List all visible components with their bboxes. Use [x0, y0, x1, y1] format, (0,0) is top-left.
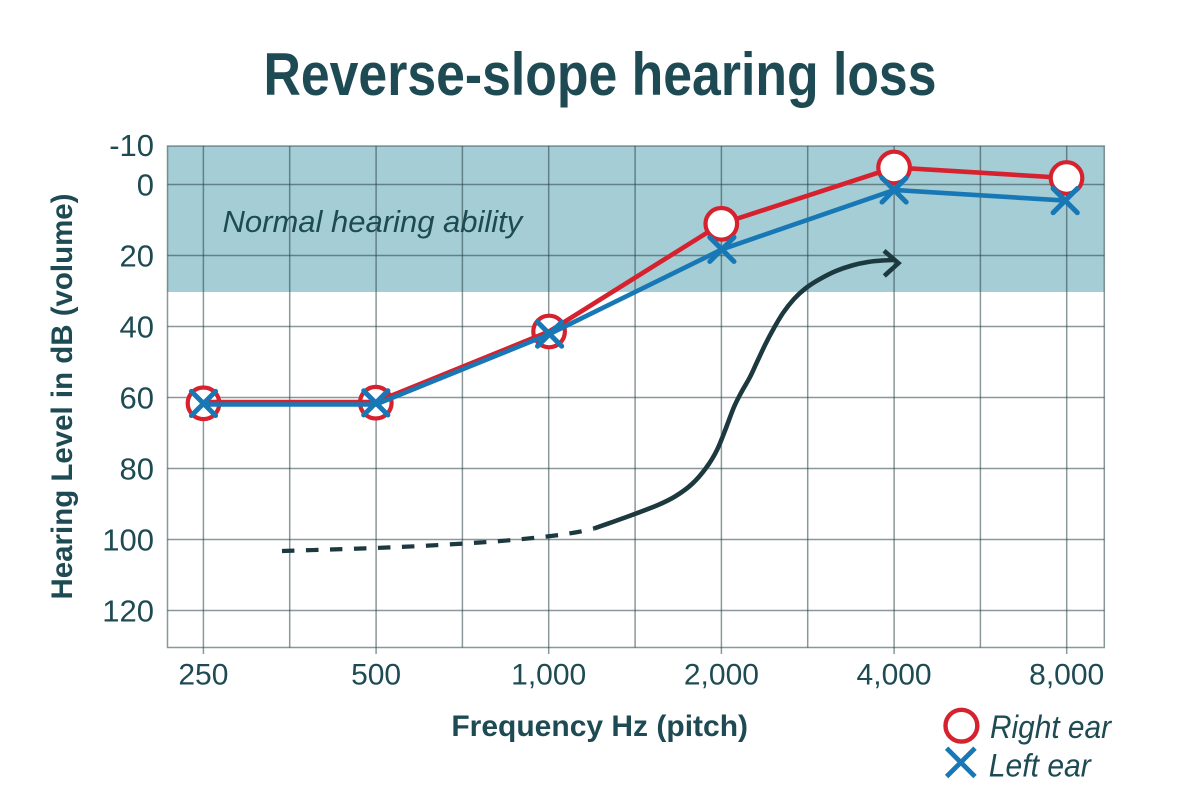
svg-text:20: 20 — [120, 239, 154, 274]
svg-text:8,000: 8,000 — [1029, 659, 1104, 692]
svg-text:Left ear: Left ear — [989, 747, 1092, 783]
svg-text:500: 500 — [351, 659, 401, 692]
svg-text:40: 40 — [120, 310, 154, 345]
svg-text:Normal hearing ability: Normal hearing ability — [223, 204, 525, 239]
svg-text:1,000: 1,000 — [511, 659, 586, 692]
svg-text:120: 120 — [102, 594, 154, 629]
svg-text:Reverse-slope hearing loss: Reverse-slope hearing loss — [264, 41, 937, 108]
svg-text:-10: -10 — [109, 128, 154, 163]
svg-text:250: 250 — [178, 659, 228, 692]
svg-text:60: 60 — [120, 381, 154, 416]
svg-text:80: 80 — [120, 452, 154, 487]
svg-text:0: 0 — [137, 168, 154, 203]
svg-text:2,000: 2,000 — [684, 659, 759, 692]
svg-text:Right ear: Right ear — [990, 709, 1112, 745]
svg-text:4,000: 4,000 — [857, 659, 932, 692]
svg-text:Hearing Level in dB (volume): Hearing Level in dB (volume) — [46, 194, 79, 600]
svg-text:Frequency Hz (pitch): Frequency Hz (pitch) — [451, 710, 748, 743]
svg-text:100: 100 — [102, 523, 154, 558]
